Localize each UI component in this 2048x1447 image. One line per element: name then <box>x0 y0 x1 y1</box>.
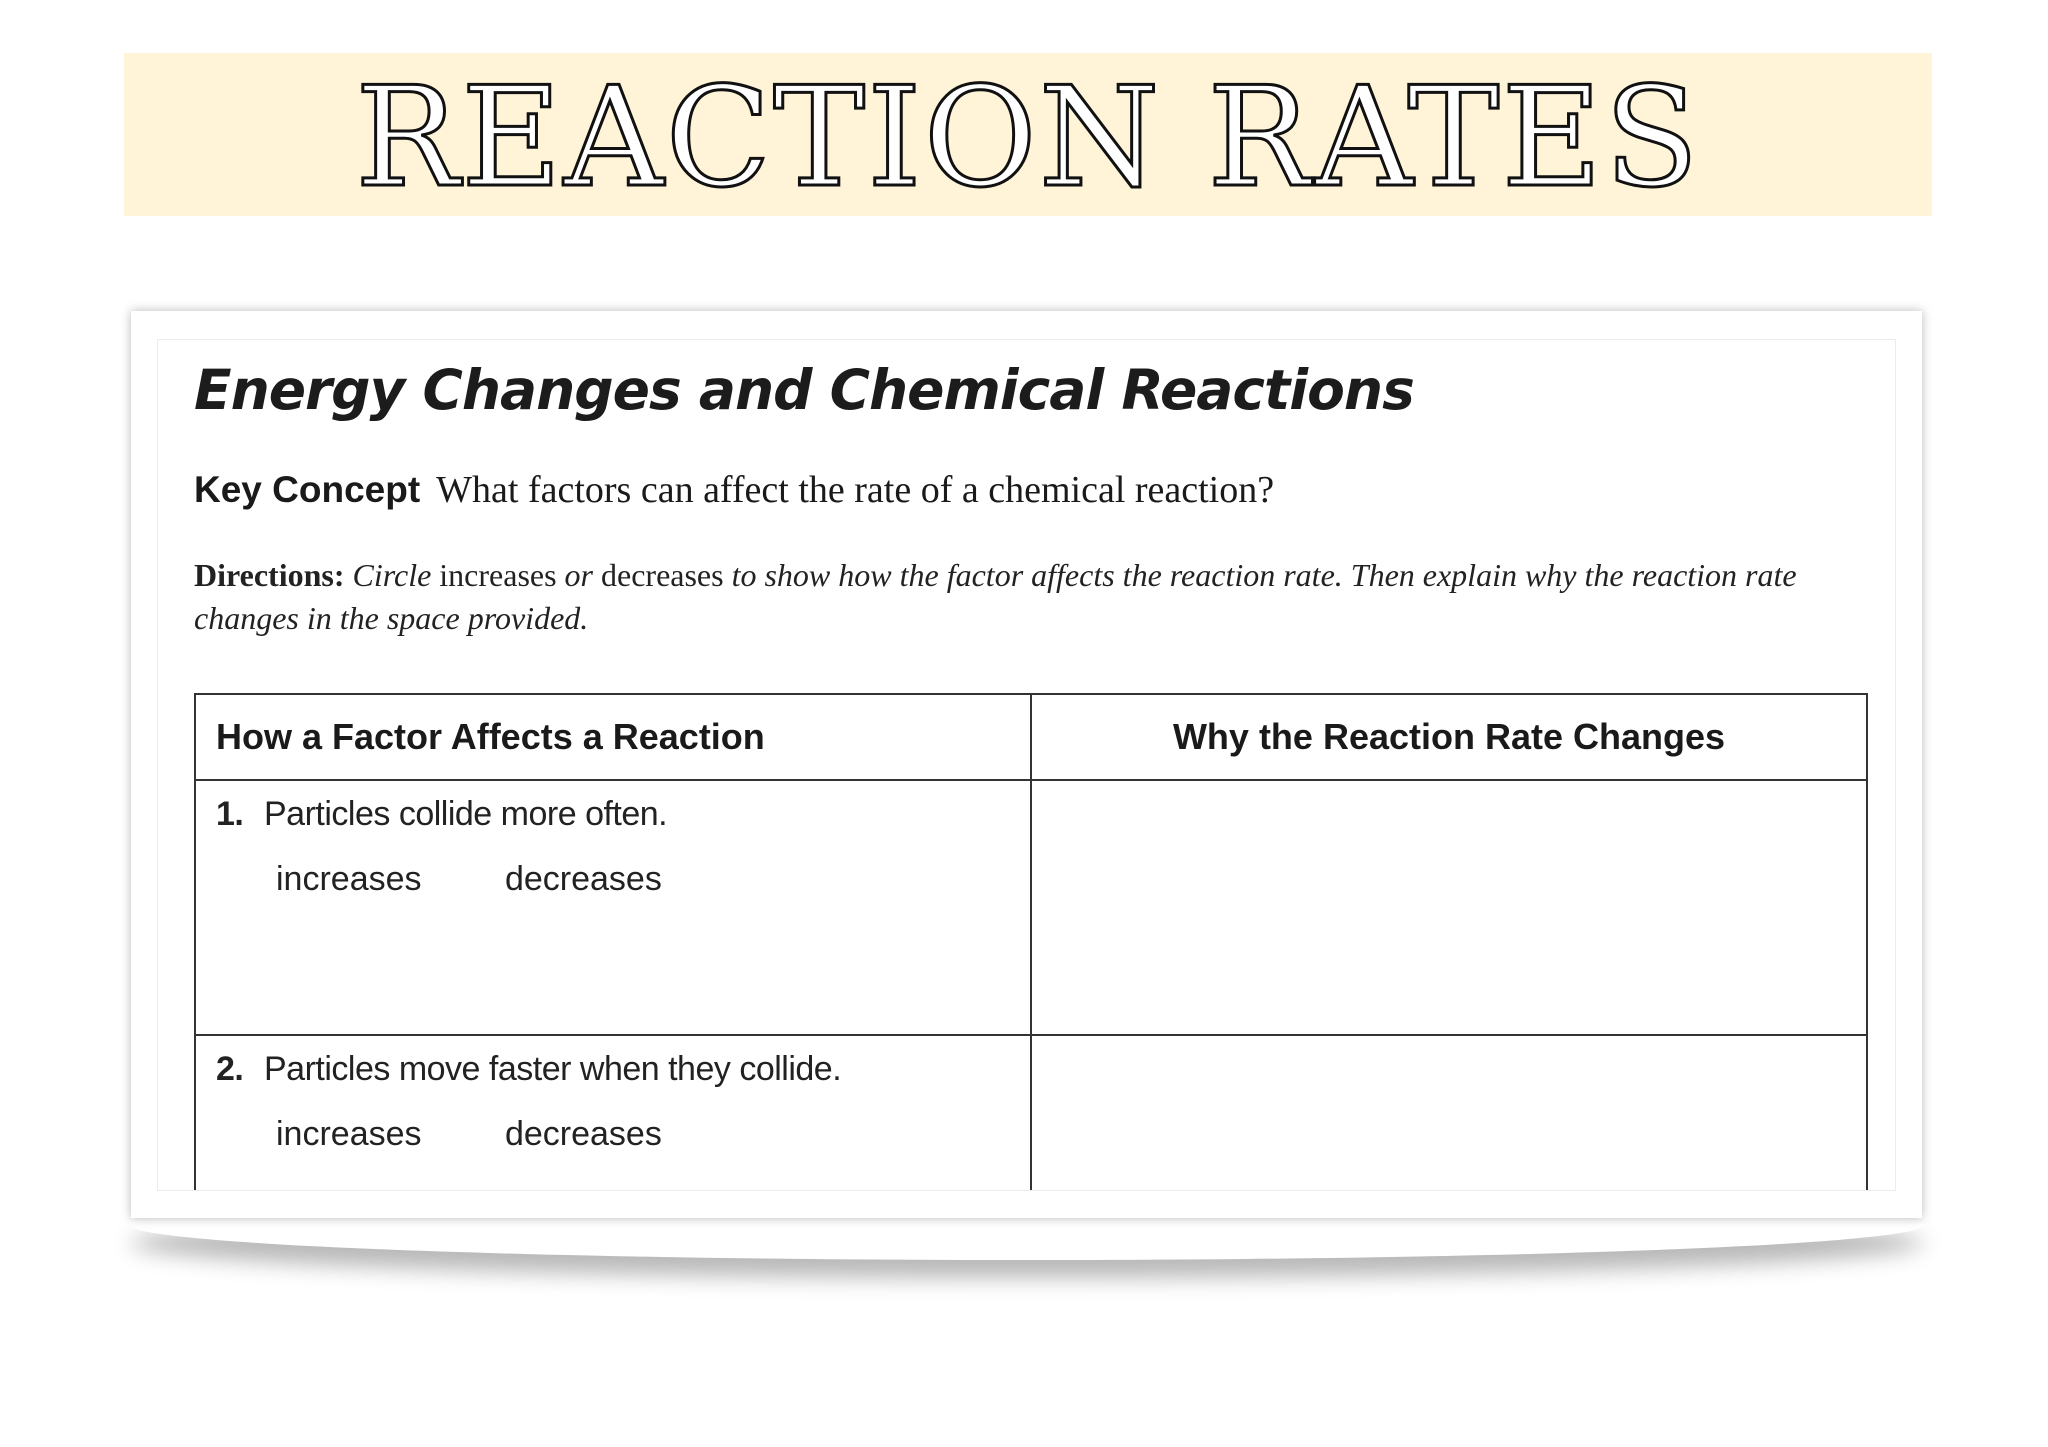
choice-decreases[interactable]: decreases <box>504 1115 662 1153</box>
choice-decreases[interactable]: decreases <box>504 860 662 898</box>
worksheet-title: Energy Changes and Chemical Reactions <box>194 358 1415 422</box>
factor-text: Particles collide more often. <box>264 795 668 833</box>
column-header-why: Why the Reaction Rate Changes <box>1030 693 1868 781</box>
choice-group: increases decreases <box>216 1115 1030 1154</box>
choice-increases[interactable]: increases <box>276 860 422 898</box>
factor-cell: 2. Particles move faster when they collid… <box>194 1034 1032 1190</box>
key-concept-label: Key Concept <box>194 469 421 510</box>
directions-decreases: decreases <box>601 557 724 593</box>
page-title: REACTION RATES <box>354 56 1701 218</box>
factor-text: Particles move faster when they collide. <box>264 1050 842 1088</box>
directions-rest: to show how the factor affects the react… <box>194 557 1797 636</box>
table-header-row: How a Factor Affects a Reaction Why the … <box>194 693 1868 781</box>
choice-group: increases decreases <box>216 860 1030 899</box>
directions: Directions: Circle increases or decrease… <box>194 554 1874 640</box>
worksheet-page: Energy Changes and Chemical Reactions Ke… <box>157 339 1896 1191</box>
factor-cell: 1. Particles collide more often. increase… <box>194 779 1032 1036</box>
directions-label: Directions: <box>194 557 345 593</box>
worksheet-card: Energy Changes and Chemical Reactions Ke… <box>131 311 1922 1218</box>
directions-circle: Circle <box>352 557 432 593</box>
answer-cell[interactable] <box>1030 1034 1868 1190</box>
key-concept: Key Concept What factors can affect the r… <box>194 468 1274 512</box>
item-number: 2. <box>216 1050 244 1088</box>
answer-cell[interactable] <box>1030 779 1868 1036</box>
column-header-factor: How a Factor Affects a Reaction <box>194 693 1032 781</box>
factor-item: 1. Particles collide more often. <box>216 795 1030 834</box>
title-banner: REACTION RATES <box>124 53 1932 216</box>
factor-table: How a Factor Affects a Reaction Why the … <box>194 693 1868 1190</box>
directions-or: or <box>564 557 593 593</box>
item-number: 1. <box>216 795 244 833</box>
directions-increases: increases <box>439 557 557 593</box>
factor-item: 2. Particles move faster when they collid… <box>216 1050 1030 1089</box>
key-concept-question: What factors can affect the rate of a ch… <box>436 469 1275 511</box>
table-row: 2. Particles move faster when they collid… <box>194 1034 1868 1190</box>
choice-increases[interactable]: increases <box>276 1115 422 1153</box>
table-row: 1. Particles collide more often. increase… <box>194 779 1868 1036</box>
